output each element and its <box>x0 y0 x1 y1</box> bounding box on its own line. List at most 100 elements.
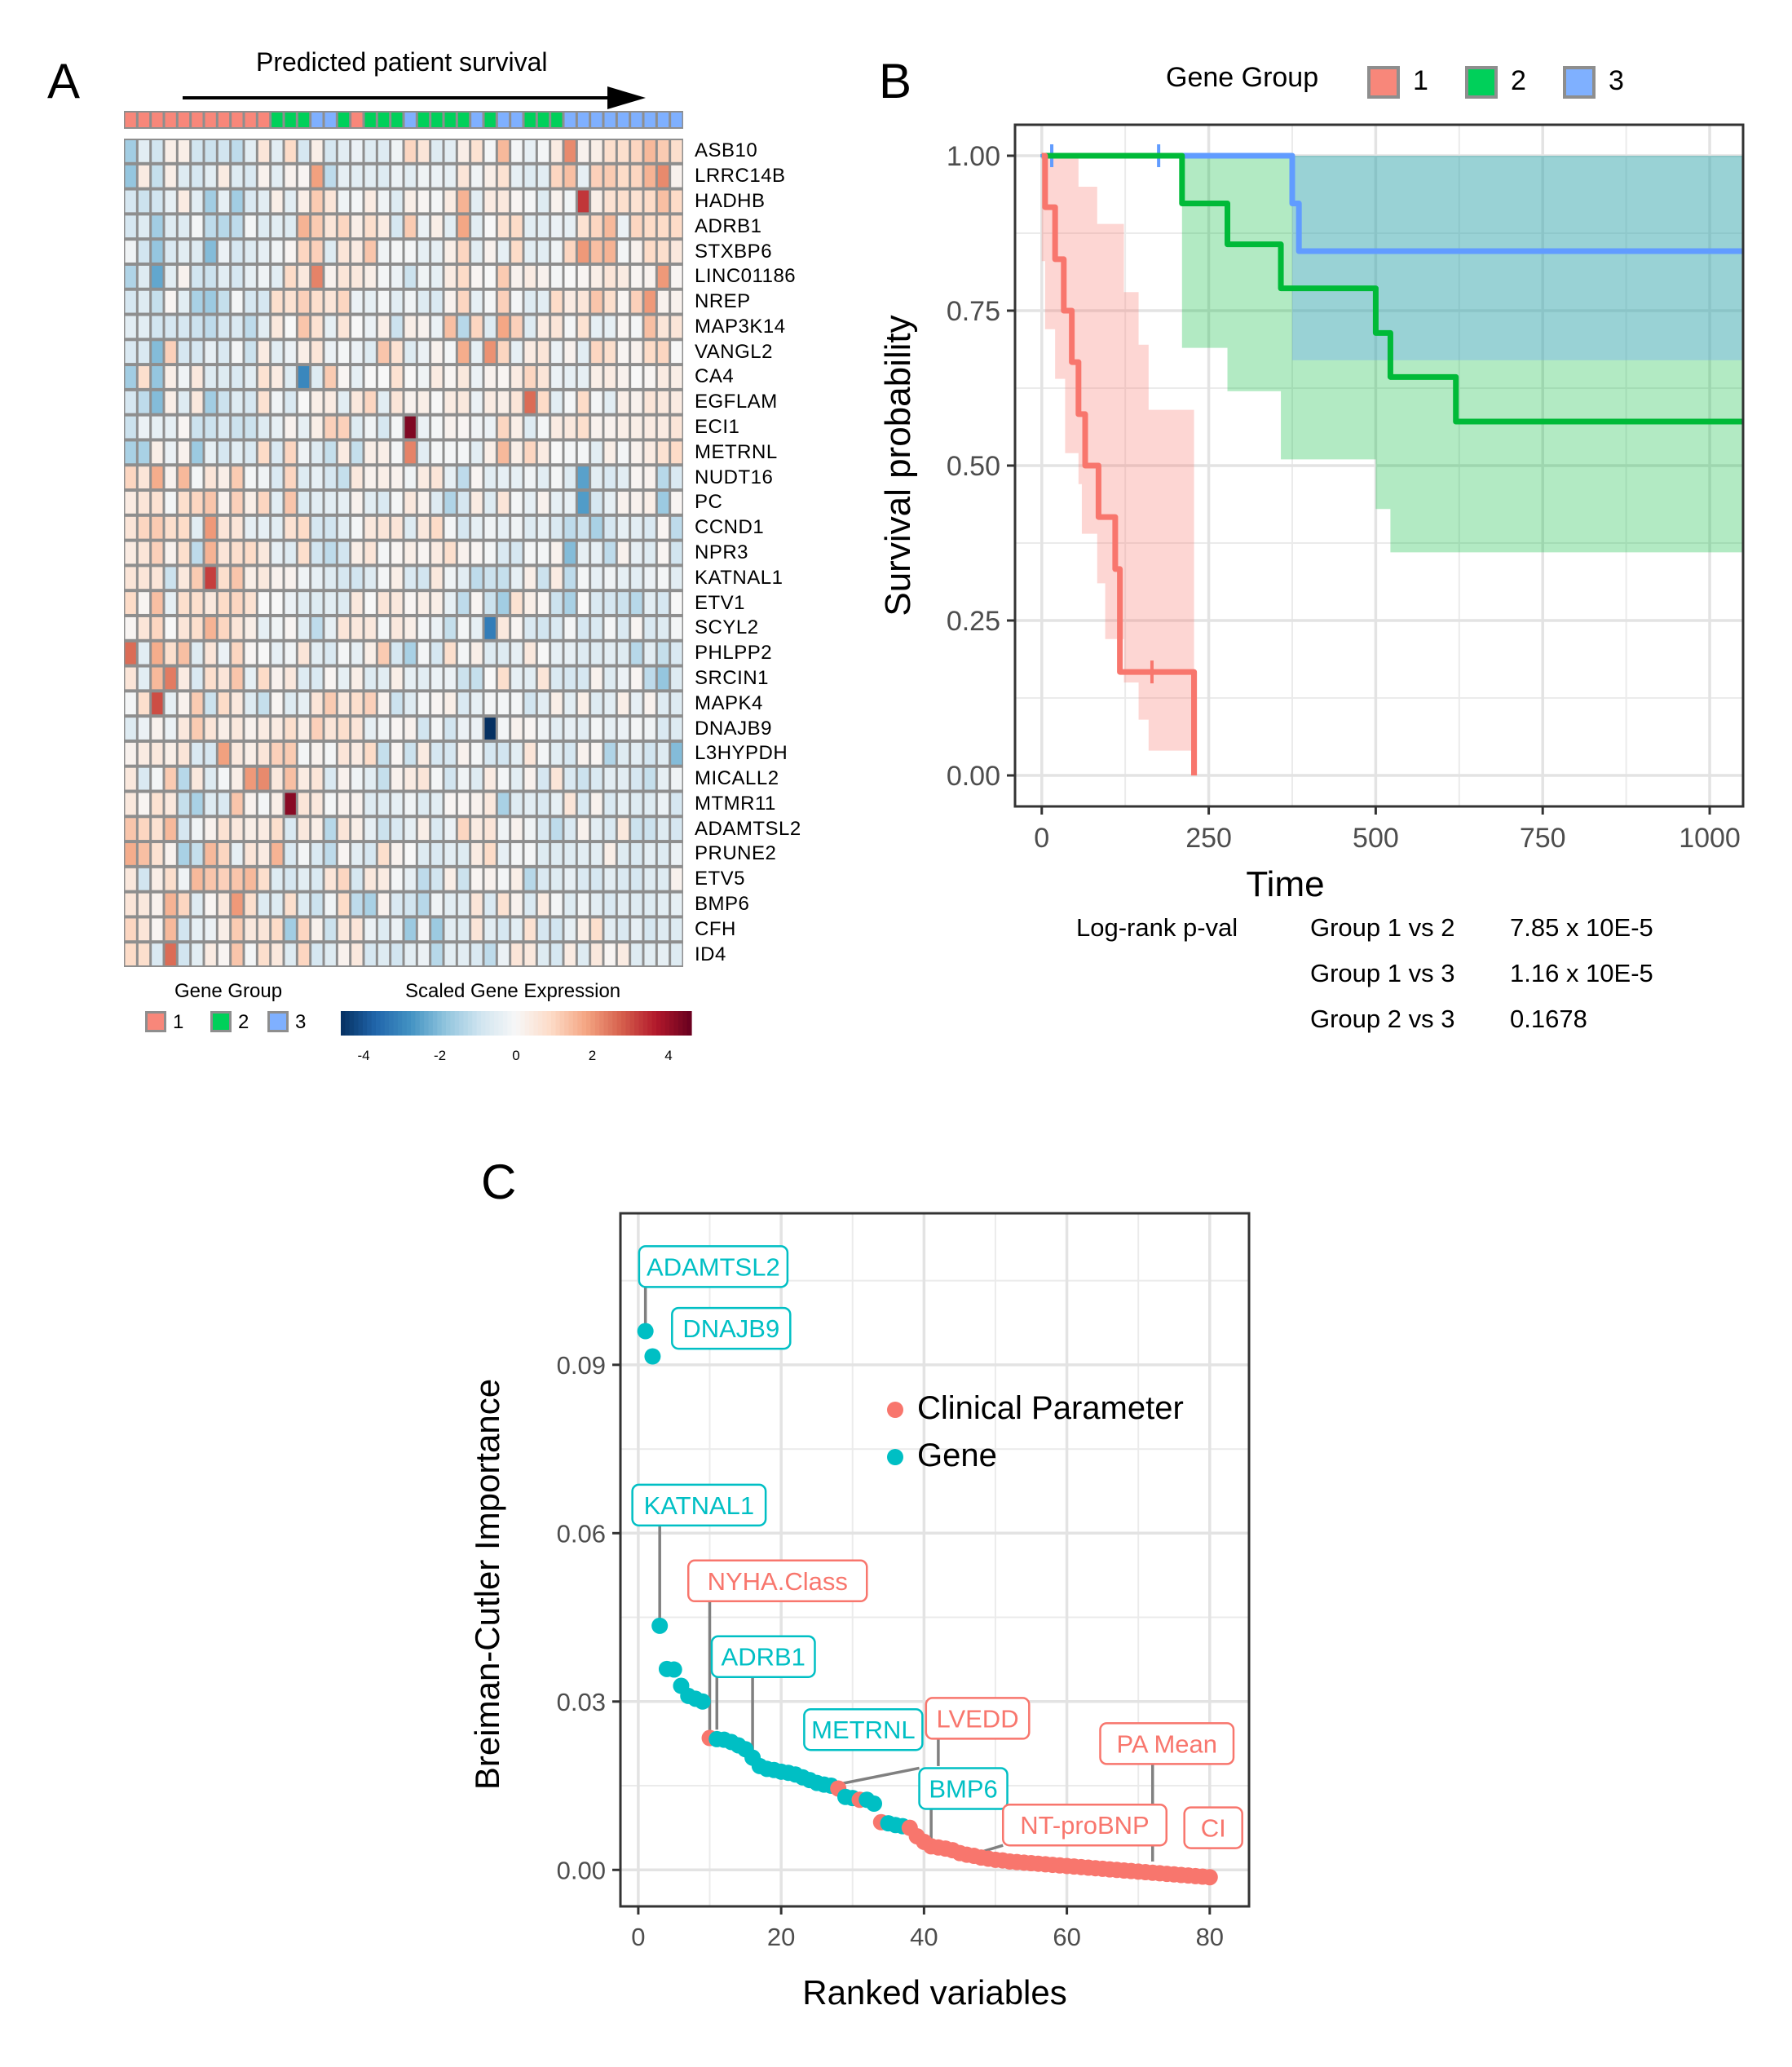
heatmap-cell <box>551 843 563 865</box>
heatmap-cell <box>138 767 150 790</box>
colorbar-segment <box>629 1011 635 1036</box>
heatmap-cell <box>404 642 416 665</box>
heatmap-cell <box>577 215 589 238</box>
heatmap-cell <box>245 692 256 715</box>
annotation-cell <box>138 113 150 127</box>
heatmap-cell <box>391 793 403 815</box>
heatmap-cell <box>404 818 416 841</box>
imp-legend-key <box>887 1449 903 1465</box>
heatmap-cell <box>271 416 283 439</box>
heatmap-cell <box>457 642 470 665</box>
colorbar-segment <box>481 1011 486 1036</box>
heatmap-cell <box>471 265 483 288</box>
heatmap-cell <box>444 943 456 965</box>
heatmap-cell <box>324 341 336 364</box>
heatmap-cell <box>192 667 203 690</box>
heatmap-cell <box>524 441 536 464</box>
colorbar-segment <box>594 1011 600 1036</box>
heatmap-cell <box>192 441 203 464</box>
heatmap-cell <box>338 466 350 489</box>
heatmap-cell <box>364 316 376 338</box>
heatmap-cell <box>364 290 376 313</box>
heatmap-cell <box>391 241 403 263</box>
heatmap-cell <box>577 290 589 313</box>
heatmap-cell <box>417 441 430 464</box>
heatmap-cell <box>444 718 456 740</box>
heatmap-cell <box>564 567 576 590</box>
heatmap-cell <box>511 341 523 364</box>
heatmap-cell <box>631 441 642 464</box>
heatmap-cell <box>631 592 642 614</box>
heatmap-cell <box>657 767 669 790</box>
heatmap-cell <box>551 516 563 539</box>
heatmap-cell <box>364 943 376 965</box>
gene-point <box>694 1693 711 1710</box>
heatmap-cell <box>524 742 536 765</box>
heatmap-cell <box>604 742 616 765</box>
heatmap-cell <box>617 265 629 288</box>
heatmap-cell <box>631 190 642 213</box>
heatmap-cell <box>577 165 589 188</box>
heatmap-cell <box>192 793 203 815</box>
heatmap-cell <box>218 466 230 489</box>
heatmap-cell <box>391 215 403 238</box>
gene-label: ECI1 <box>695 416 740 439</box>
annotation-cell <box>564 113 576 127</box>
heatmap-cell <box>338 366 350 388</box>
colorbar-segment <box>459 1011 465 1036</box>
heatmap-cell <box>138 541 150 564</box>
heatmap-cell <box>591 366 602 388</box>
heatmap-cell <box>311 767 323 790</box>
heatmap-cell <box>125 416 136 439</box>
heatmap-cell <box>671 241 682 263</box>
km-ci-band-group-3 <box>1291 156 1743 360</box>
heatmap-cell <box>497 341 510 364</box>
heatmap-cell <box>417 366 430 388</box>
heatmap-cell <box>537 341 550 364</box>
heatmap-cell <box>351 918 363 941</box>
heatmap-cell <box>377 642 390 665</box>
heatmap-cell <box>604 492 616 514</box>
heatmap-cell <box>564 492 576 514</box>
colorbar-segment <box>345 1011 351 1036</box>
heatmap-cell <box>564 316 576 338</box>
heatmap-cell <box>138 441 150 464</box>
heatmap-cell <box>232 516 243 539</box>
colorbar-segment <box>520 1011 526 1036</box>
heatmap-cell <box>471 818 483 841</box>
heatmap-cell <box>351 541 363 564</box>
annotation-cell <box>671 113 682 127</box>
heatmap-cell <box>205 642 216 665</box>
heatmap-cell <box>497 541 510 564</box>
heatmap-cell <box>657 215 669 238</box>
heatmap-cell <box>218 265 230 288</box>
heatmap-cell <box>138 667 150 690</box>
heatmap-cell <box>497 943 510 965</box>
heatmap-cell <box>205 692 216 715</box>
annotation-text: METRNL <box>811 1716 915 1744</box>
heatmap-cell <box>338 241 350 263</box>
heatmap-cell <box>471 893 483 916</box>
heatmap-cell <box>271 718 283 740</box>
heatmap-cell <box>524 290 536 313</box>
heatmap-cell <box>564 616 576 639</box>
heatmap-cell <box>457 265 470 288</box>
heatmap-cell <box>524 592 536 614</box>
heatmap-cell <box>657 818 669 841</box>
heatmap-cell <box>431 492 443 514</box>
annotation-cell <box>444 113 456 127</box>
heatmap-cell <box>311 793 323 815</box>
colorbar-segment <box>568 1011 574 1036</box>
heatmap-cell <box>591 868 602 890</box>
heatmap-cell <box>577 366 589 388</box>
colorbar-segment <box>494 1011 500 1036</box>
heatmap-cell <box>471 742 483 765</box>
heatmap-cell <box>604 466 616 489</box>
heatmap-cell <box>524 692 536 715</box>
heatmap-cell <box>457 241 470 263</box>
gene-label: HADHB <box>695 189 766 212</box>
heatmap-cell <box>205 441 216 464</box>
colorbar-segment <box>603 1011 609 1036</box>
heatmap-cell <box>497 868 510 890</box>
heatmap-cell <box>564 642 576 665</box>
